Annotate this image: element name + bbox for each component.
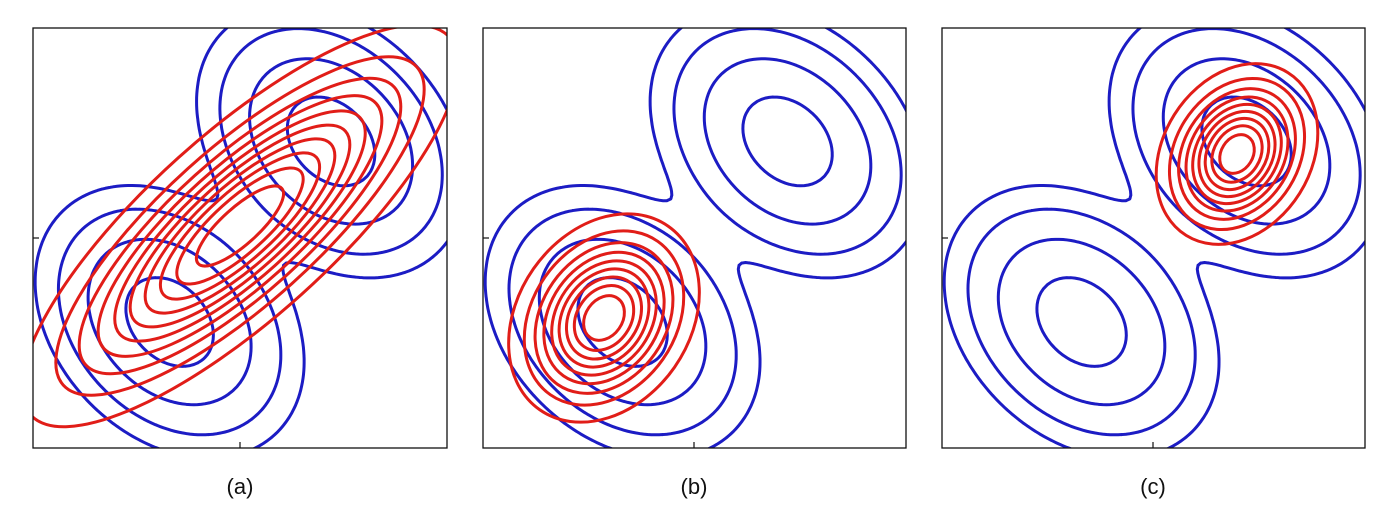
red-contour <box>54 55 426 397</box>
blue-contour <box>485 5 925 458</box>
red-contour <box>33 28 447 429</box>
blue-contours <box>485 5 925 458</box>
red-contour <box>533 241 675 395</box>
red-contour <box>175 166 305 286</box>
red-contour <box>158 151 322 301</box>
panel-b-contours <box>469 5 925 459</box>
red-contour <box>1197 109 1277 199</box>
red-contour <box>128 123 352 329</box>
blue-contours <box>944 5 1384 458</box>
red-contour <box>1184 95 1290 213</box>
red-contour <box>194 184 286 268</box>
blue-contour <box>539 59 871 405</box>
blue-contour <box>998 59 1330 405</box>
red-contour <box>507 212 701 424</box>
red-contours <box>507 212 701 424</box>
red-contour <box>582 294 626 342</box>
red-contour <box>1218 133 1256 175</box>
red-contour <box>1154 62 1320 246</box>
blue-contour <box>944 5 1384 458</box>
red-contour <box>1203 116 1271 192</box>
red-contour <box>1191 102 1283 206</box>
panel-a-contours <box>33 5 465 483</box>
red-contour <box>550 259 658 377</box>
red-contour <box>1177 87 1297 221</box>
red-contour <box>113 109 367 343</box>
caption: (a) <box>227 474 254 499</box>
red-contour <box>1210 124 1264 184</box>
blue-contours <box>35 5 465 458</box>
red-contour <box>572 284 636 352</box>
panel-c-contours <box>944 5 1384 458</box>
blue-contour <box>968 29 1360 435</box>
red-contour <box>143 137 337 315</box>
red-contour <box>564 275 644 361</box>
red-contour <box>1167 76 1307 232</box>
red-contour <box>542 250 666 386</box>
red-contour <box>77 76 403 376</box>
red-contour <box>96 94 384 358</box>
red-contour <box>522 229 686 407</box>
blue-contour <box>35 5 465 458</box>
red-contour <box>557 267 651 369</box>
caption: (c) <box>1140 474 1166 499</box>
red-contours <box>33 28 447 429</box>
red-contours <box>1154 62 1320 246</box>
caption: (b) <box>681 474 708 499</box>
blue-contour <box>509 29 901 435</box>
